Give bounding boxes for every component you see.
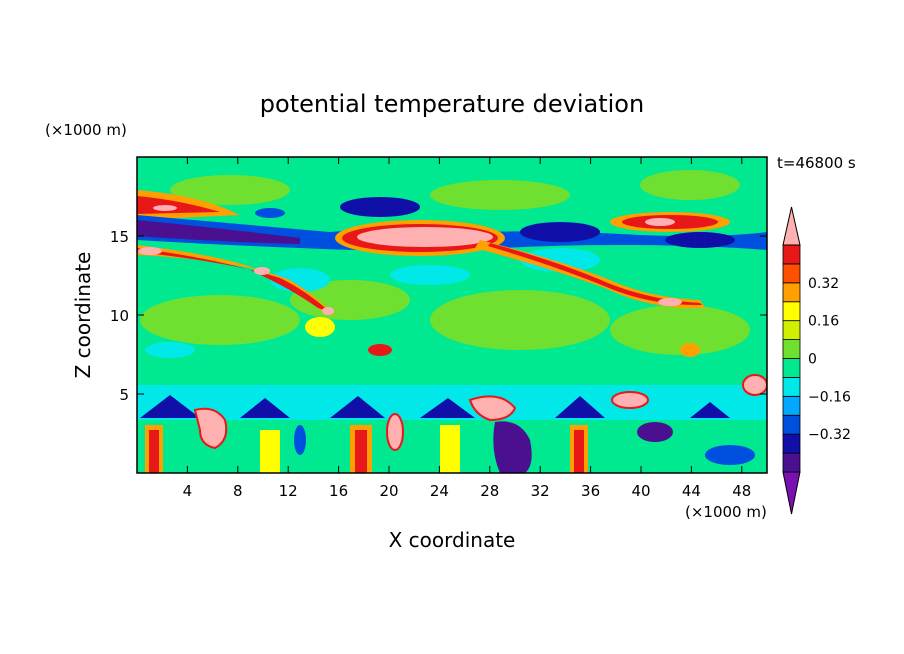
- y-tick-label: 15: [110, 228, 129, 246]
- colorbar-box: [782, 263, 801, 284]
- colorbar-tick-label: −0.16: [808, 389, 851, 405]
- y-axis-label: Z coordinate: [71, 252, 95, 379]
- x-unit-label: (×1000 m): [685, 503, 767, 521]
- colorbar-box: [782, 395, 801, 416]
- colorbar-box: [782, 377, 801, 397]
- y-axis-ticks: 5 10 15: [110, 228, 767, 404]
- time-label: t=46800 s: [777, 154, 856, 172]
- x-axis-ticks: 4 8 12 16 20 24 28 32 36 40 44 48: [183, 157, 751, 500]
- x-tick-label: 40: [631, 482, 650, 500]
- contour-field: [137, 157, 767, 473]
- chart-title: potential temperature deviation: [260, 90, 644, 118]
- colorbar-box: [782, 301, 801, 322]
- colorbar-min-arrow: [782, 471, 801, 515]
- y-tick-label: 5: [119, 386, 129, 404]
- colorbar-box: [782, 358, 801, 378]
- colorbar-box: [782, 414, 801, 435]
- colorbar-box: [782, 320, 801, 340]
- x-tick-label: 36: [581, 482, 600, 500]
- y-tick-label: 10: [110, 307, 129, 325]
- x-tick-label: 44: [682, 482, 701, 500]
- x-tick-label: 20: [379, 482, 398, 500]
- x-tick-label: 32: [531, 482, 550, 500]
- x-tick-label: 16: [329, 482, 348, 500]
- colorbar-box: [782, 244, 801, 265]
- colorbar-box: [782, 282, 801, 303]
- x-tick-label: 4: [183, 482, 193, 500]
- x-tick-label: 8: [233, 482, 243, 500]
- colorbar-tick-label: 0.32: [808, 276, 839, 292]
- colorbar: 0.32 0.16 0 −0.16 −0.32: [782, 206, 851, 515]
- colorbar-box: [782, 339, 801, 359]
- colorbar-box: [782, 452, 801, 473]
- colorbar-tick-label: 0: [808, 352, 817, 368]
- x-axis-label: X coordinate: [389, 528, 516, 552]
- colorbar-max-arrow: [782, 206, 801, 246]
- x-tick-label: 48: [732, 482, 751, 500]
- y-unit-label: (×1000 m): [45, 121, 127, 139]
- colorbar-box: [782, 433, 801, 454]
- colorbar-tick-label: −0.32: [808, 427, 851, 443]
- x-tick-label: 28: [480, 482, 499, 500]
- x-tick-label: 24: [430, 482, 449, 500]
- x-tick-label: 12: [279, 482, 298, 500]
- colorbar-tick-label: 0.16: [808, 314, 839, 330]
